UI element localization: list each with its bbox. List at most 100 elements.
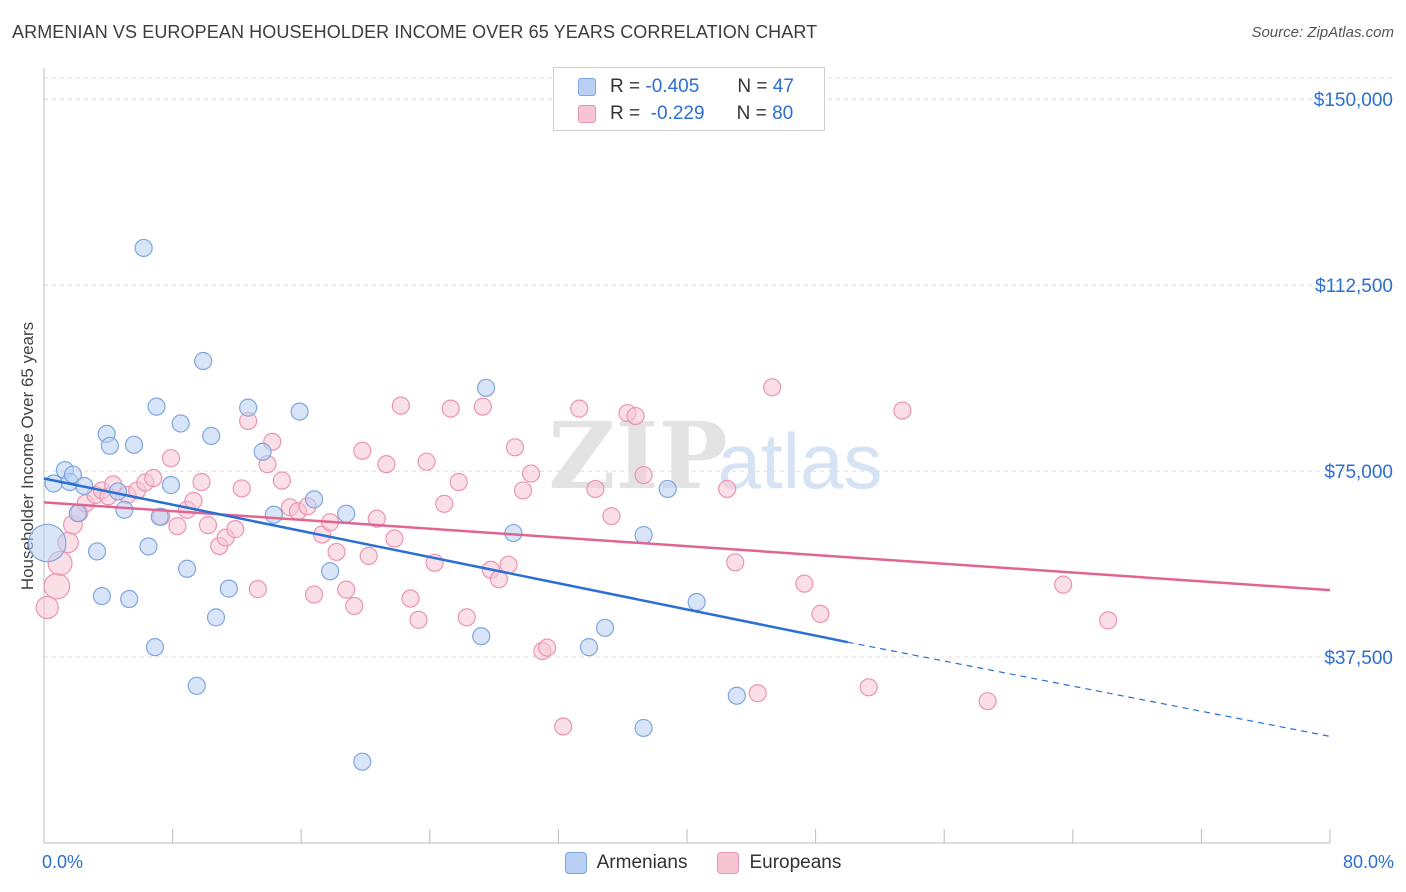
armenian-point [187,676,206,695]
armenian-point [595,618,615,637]
legend-r-value: -0.229 [650,103,705,124]
armenian-point [658,479,677,499]
european-point [521,464,541,483]
european-point [168,517,187,536]
legend-n-label: N = [736,103,767,124]
armenian-point [139,537,158,556]
armenian-point [206,608,226,627]
series-armenians [27,238,746,771]
armenian-point [304,490,324,509]
armenian-point [634,525,653,545]
armenian-point [161,475,181,495]
armenian-trend-extension [847,641,1331,737]
legend-r-label: R = [610,76,641,97]
european-point [226,520,245,539]
legend-item-armenians[interactable]: Armenians [564,852,687,874]
legend-row-europeans: R = -0.229 N = 80 [578,101,793,127]
armenian-point [150,507,169,526]
european-point [377,455,396,474]
legend-label-europeans: Europeans [749,852,842,873]
armenian-point [87,542,107,561]
european-point [192,472,211,492]
european-point [417,452,436,471]
european-point [473,397,492,416]
source-label: Source: ZipAtlas.com [1251,24,1394,41]
european-point [232,479,251,498]
y-tick-labels: $37,500 $75,000 $112,500 $150,000 [1314,90,1393,669]
european-point [726,553,745,572]
european-point [763,378,782,397]
legend-swatch-europeans [578,105,596,123]
armenian-point [321,562,340,581]
armenian-point [63,465,83,484]
armenian-point [472,627,491,646]
european-point [513,481,533,500]
armenian-point [194,351,213,371]
european-point [602,507,621,526]
axes [43,68,1331,844]
armenian-point [290,402,309,421]
armenian-point [100,436,120,455]
series-europeans [35,378,1118,736]
armenian-point [145,638,165,657]
european-point [248,580,267,599]
european-point [859,678,878,697]
european-point [198,516,218,535]
european-point [272,471,292,490]
european-point [554,717,573,736]
armenian-point [219,579,238,598]
european-point [893,401,912,420]
european-point [359,546,378,565]
european-point [538,638,557,657]
armenian-point [264,505,283,524]
european-point [401,589,420,608]
watermark: ZIP atlas [548,402,882,510]
legend-item-europeans[interactable]: Europeans [717,852,841,874]
watermark-atlas: atlas [718,417,883,505]
armenian-point [476,378,496,397]
armenian-point [92,586,111,606]
y-tick-label: $112,500 [1315,276,1393,297]
legend-n-value: 80 [772,103,794,124]
armenian-point [44,474,63,493]
european-point [337,580,356,599]
european-point [457,608,476,627]
european-point [391,396,410,415]
legend-swatch-armenians [564,852,587,874]
european-point [161,449,181,468]
armenian-point [687,592,706,612]
y-tick-label: $75,000 [1324,462,1393,483]
armenian-point [120,589,139,609]
european-point [409,610,428,629]
armenian-point [124,435,144,454]
grid-lines [44,77,1395,658]
series-legend: Armenians Europeans [0,852,1406,874]
european-point [449,472,468,492]
armenian-point [253,442,272,461]
armenian-point [171,414,190,433]
x-tick-label-max: 80.0% [1342,852,1394,872]
armenian-point [239,398,258,417]
chart-title: ARMENIAN VS EUROPEAN HOUSEHOLDER INCOME … [12,22,818,42]
y-tick-label: $150,000 [1314,90,1393,111]
armenian-point [134,238,153,258]
legend-r-value: -0.405 [645,76,700,97]
european-point [505,438,525,457]
european-point [748,684,767,703]
armenian-point [579,638,599,657]
legend-swatch-armenians [578,78,596,96]
european-point [385,529,404,548]
european-point [304,585,324,604]
european-point [1054,575,1073,594]
armenian-point [27,523,67,563]
armenian-point [634,718,653,738]
european-point [978,692,997,711]
legend-row-armenians: R = -0.405 N = 47 [578,74,794,100]
armenian-point [68,504,87,523]
legend-swatch-europeans [717,852,740,874]
european-point [367,509,386,528]
european-point [1099,611,1118,630]
european-point [35,595,59,620]
armenian-point [147,397,166,416]
